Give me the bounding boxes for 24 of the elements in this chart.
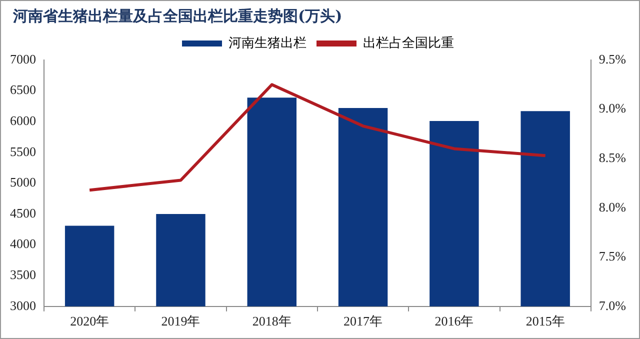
y-tick-label: 5000 — [10, 174, 36, 190]
y2-tick-label: 8.5% — [598, 150, 626, 165]
legend-label: 出栏占全国比重 — [363, 36, 454, 51]
y2-tick-label: 9.5% — [598, 51, 626, 66]
y-tick-label: 7000 — [10, 51, 36, 66]
y-tick-label: 4000 — [10, 236, 36, 252]
x-tick-label: 2018年 — [252, 314, 292, 329]
y-tick-label: 3000 — [10, 298, 36, 313]
y2-tick-label: 7.0% — [598, 298, 626, 313]
y-tick-label: 3500 — [10, 267, 36, 282]
legend-label: 河南生猪出栏 — [228, 36, 306, 51]
x-tick-label: 2020年 — [70, 314, 110, 329]
y-tick-label: 6000 — [10, 113, 36, 128]
y2-tick-label: 8.0% — [598, 199, 626, 214]
x-tick-label: 2019年 — [161, 314, 200, 329]
chart-title: 河南省生猪出栏量及占全国出栏比重走势图(万头) — [13, 7, 342, 26]
x-tick-label: 2015年 — [526, 314, 565, 329]
y-tick-label: 5500 — [10, 144, 36, 159]
y2-tick-label: 9.0% — [598, 100, 626, 116]
y-tick-label: 6500 — [10, 82, 36, 98]
x-tick-label: 2016年 — [434, 314, 474, 329]
y2-tick-label: 7.5% — [598, 248, 626, 264]
x-tick-label: 2017年 — [344, 314, 383, 329]
y-tick-label: 4500 — [10, 205, 36, 220]
